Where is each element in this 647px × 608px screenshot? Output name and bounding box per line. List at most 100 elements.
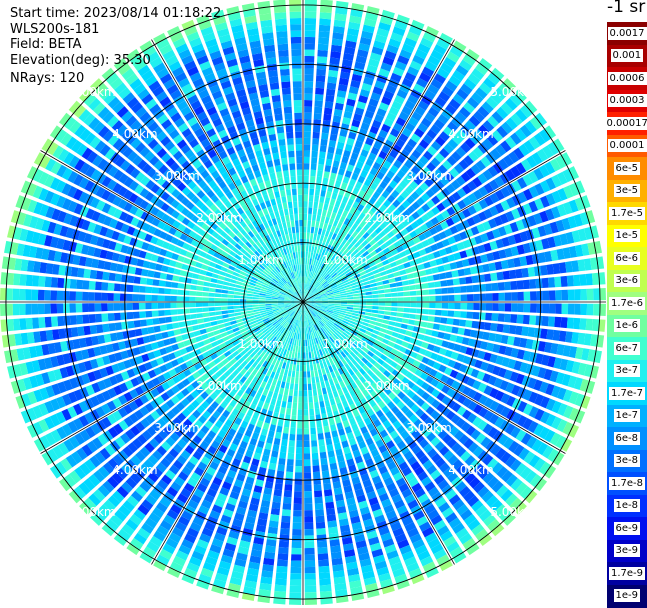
data-gate [397,308,404,312]
data-gate [297,359,300,365]
data-gate [96,324,103,333]
data-gate [503,324,510,333]
data-gate [146,278,153,285]
data-gate [25,304,32,315]
data-gate [303,352,305,358]
data-gate [170,296,176,301]
data-gate [294,491,302,498]
data-gate [313,465,320,472]
data-gate [402,318,409,323]
data-gate [317,170,323,177]
data-gate [166,324,173,331]
data-gate [320,6,332,13]
data-gate [340,295,346,297]
data-gate [180,270,187,276]
data-gate [272,502,281,509]
data-gate [234,292,241,295]
data-gate [164,296,170,302]
data-gate [401,275,408,281]
data-gate [309,403,314,410]
data-gate [403,313,410,318]
data-gate [403,286,410,291]
data-gate [404,308,411,313]
data-gate [301,334,303,340]
data-gate [505,303,512,311]
data-gate [309,409,314,416]
data-gate [316,75,325,82]
data-gate [318,202,323,209]
data-gate [372,291,379,295]
data-gate [154,271,161,278]
data-gate [454,311,461,318]
data-gate [320,458,327,465]
data-gate [515,269,522,278]
data-gate [293,516,302,523]
data-gate [107,293,114,301]
data-gate [523,280,530,289]
data-gate [63,303,70,313]
data-gate [274,438,281,445]
data-gate [133,303,139,310]
data-gate [318,566,329,573]
data-gate [341,298,347,300]
data-gate [380,328,387,333]
data-gate [330,51,341,59]
data-gate [83,269,90,278]
data-gate [304,188,309,194]
data-gate [434,317,441,323]
data-gate [322,177,328,184]
data-gate [152,287,159,293]
data-gate [335,300,341,302]
data-gate [172,323,179,329]
data-gate [309,352,312,359]
data-gate [315,408,320,415]
data-gate [325,95,334,102]
data-gate [304,327,306,333]
data-gate [330,539,340,547]
data-gate [310,421,315,428]
data-gate [471,275,478,283]
data-gate [304,214,308,220]
data-gate [304,523,313,530]
data-gate [535,278,542,288]
data-gate [498,293,505,301]
data-gate [410,291,417,296]
data-gate [328,146,335,153]
data-gate [285,363,289,370]
data-gate [295,377,299,384]
data-gate [96,271,103,280]
data-gate [549,290,556,300]
data-gate [321,133,328,140]
data-gate [530,303,537,312]
data-gate [58,329,66,339]
data-gate [511,303,518,312]
data-gate [461,294,467,301]
data-gate [517,303,524,312]
data-gate [292,403,297,410]
data-gate [204,276,211,281]
data-gate [536,291,543,301]
data-gate [207,266,214,272]
data-gate [269,404,275,411]
data-gate [283,427,289,434]
data-gate [521,326,528,336]
data-gate [152,295,158,301]
data-gate [372,295,379,298]
data-gate [227,302,233,305]
data-gate [391,307,398,311]
data-gate [390,312,397,316]
data-gate [303,239,306,245]
data-gate [295,479,302,485]
data-gate [316,69,326,76]
data-gate [141,269,148,277]
data-gate [229,317,236,321]
data-gate [453,278,460,285]
data-gate [307,365,310,372]
data-gate [32,289,39,300]
data-gate [548,316,555,326]
data-gate [313,208,317,215]
data-gate [228,313,235,317]
data-gate [279,541,289,548]
data-gate [435,288,442,294]
data-gate [385,298,391,302]
